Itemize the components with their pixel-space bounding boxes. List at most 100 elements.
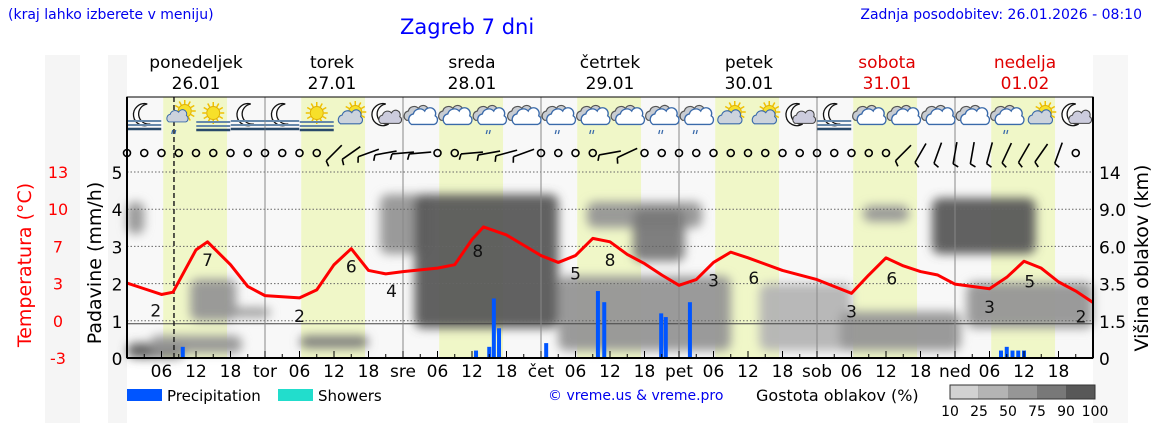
drizzle-mark <box>171 129 174 135</box>
cloud-shape <box>925 107 956 126</box>
sun-ray <box>740 114 745 119</box>
wind-calm-icon <box>778 148 787 158</box>
legend: Precipitation Showers 10 25 50 75 90 100 <box>127 384 1109 420</box>
cloud-density-level: 25 <box>970 404 988 420</box>
cloud-density-title: Gostota oblakov (%) <box>756 386 919 405</box>
drizzle-mark <box>692 129 695 135</box>
precipitation-bar <box>474 350 479 358</box>
cloudy-icon <box>921 104 956 126</box>
precipitation-bar <box>1004 346 1009 358</box>
wind-barb-flag <box>1034 161 1039 168</box>
cloudy-drizzle-icon <box>679 104 715 135</box>
precipitation-axis-title: Padavine (mm/h) <box>84 182 106 345</box>
cloud-height-tick-label: 9.0 <box>1099 201 1126 221</box>
sun-ray <box>737 102 741 107</box>
page-title: Zagreb 7 dni <box>400 15 535 39</box>
temperature-tick-label: 10 <box>48 200 68 219</box>
wind-barb-icon <box>894 144 912 162</box>
wind-barb-flag <box>969 163 976 168</box>
precipitation-bar <box>1010 350 1015 358</box>
temperature-label: 2 <box>1076 308 1087 328</box>
sun-ray <box>360 105 366 110</box>
wind-barb-icon <box>616 147 638 159</box>
temperature-label: 8 <box>472 242 483 262</box>
temperature-label: 5 <box>570 265 581 285</box>
cloud-shape <box>166 109 189 123</box>
precipitation-bar <box>1016 350 1021 358</box>
wind-calm-icon <box>571 148 580 158</box>
wind-barb-icon <box>374 150 397 156</box>
precipitation-bar <box>180 346 185 358</box>
cloud-shape <box>684 107 715 126</box>
precipitation-tick-label: 5 <box>112 164 123 184</box>
sun-cloud-icon <box>751 101 781 125</box>
wind-barb-flag <box>986 162 992 168</box>
wind-calm-icon <box>881 148 891 158</box>
left-gutter-outer <box>45 55 80 423</box>
wind-barb-flag <box>406 153 411 160</box>
cloud-shape <box>649 107 680 126</box>
cloud-patch <box>230 307 271 318</box>
precipitation-tick-label: 3 <box>112 238 123 258</box>
day-date: 28.01 <box>447 74 497 94</box>
moon-cloud-icon <box>371 102 403 127</box>
cloud-density-swatch <box>979 385 1008 399</box>
cloudy-icon <box>507 104 542 126</box>
sun-ray <box>310 103 314 108</box>
wind-calm-icon <box>139 148 149 158</box>
precipitation-bar <box>999 350 1003 358</box>
wind-barb-icon <box>985 142 994 164</box>
precipitation-bar <box>602 302 607 358</box>
showers-swatch <box>278 389 313 401</box>
cloud-density-level: 100 <box>1082 404 1109 420</box>
day-date: 01.02 <box>1000 74 1050 94</box>
x-hour-label: 12 <box>185 362 207 382</box>
sun-ray <box>187 101 191 106</box>
temperature-label: 4 <box>386 282 397 302</box>
wind-barb-flag <box>1054 162 1060 168</box>
wind-calm-icon <box>726 148 736 158</box>
wind-calm-icon <box>243 148 253 158</box>
day-header: četrtek 29.01 <box>550 53 670 95</box>
day-date: 27.01 <box>307 74 357 94</box>
temperature-label: 6 <box>346 258 357 278</box>
sun-cloud-icon <box>717 101 746 125</box>
day-header: ponedeljek 26.01 <box>136 53 256 95</box>
wind-calm-icon <box>709 148 718 158</box>
cloud-shape <box>792 109 817 124</box>
cloud-shape <box>546 107 577 126</box>
temperature-tick-label: 0 <box>53 312 63 331</box>
day-date: 29.01 <box>585 74 635 94</box>
wind-barb-icon <box>478 150 501 156</box>
wind-calm-icon <box>588 148 598 158</box>
cloud-shape <box>511 107 542 126</box>
wind-barb-icon <box>513 148 535 158</box>
wind-barb-icon <box>914 143 927 163</box>
cloud-height-tick-label: 1.5 <box>1099 313 1126 333</box>
x-hour-label: 06 <box>289 362 311 382</box>
drizzle-mark <box>554 129 557 135</box>
day-name: sreda <box>448 53 496 73</box>
drizzle-mark <box>695 129 698 135</box>
copyright-link[interactable]: © vreme.us & vreme.pro <box>548 388 724 404</box>
cloud-height-tick-label: 3.5 <box>1099 276 1126 296</box>
moon-fog-icon <box>817 102 852 131</box>
cloud-shape <box>1027 109 1054 125</box>
cloud-patch <box>190 279 237 321</box>
cloud-patch <box>966 282 1093 329</box>
moon-shape <box>1061 102 1080 127</box>
x-hour-label: 18 <box>358 362 380 382</box>
sun-ray <box>1039 102 1043 107</box>
sun-ray <box>774 114 780 119</box>
sun-ray <box>322 106 327 111</box>
day-header: torek 27.01 <box>272 53 392 95</box>
temperature-tick-label: 7 <box>53 237 63 256</box>
drizzle-mark <box>589 129 592 135</box>
sun-ray <box>1050 105 1056 110</box>
x-hour-label: 06 <box>427 362 449 382</box>
cloud-density-layer <box>127 194 1093 358</box>
cloud-density-level: 75 <box>1028 404 1046 420</box>
precipitation-bar <box>659 313 664 358</box>
wind-calm-icon <box>829 148 839 158</box>
precipitation-bar <box>491 298 496 358</box>
